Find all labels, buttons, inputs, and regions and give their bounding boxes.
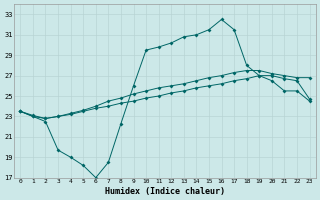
X-axis label: Humidex (Indice chaleur): Humidex (Indice chaleur) <box>105 187 225 196</box>
